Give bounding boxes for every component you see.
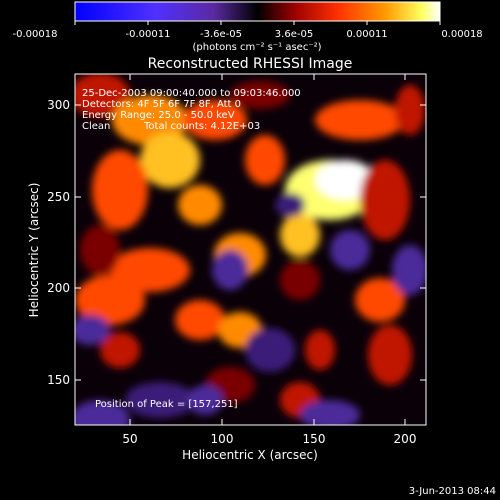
colorbar-units: (photons cm⁻² s⁻¹ asec⁻²): [192, 42, 321, 53]
info-overlay: 25-Dec-2003 09:00:40.000 to 09:03:46.000…: [82, 88, 301, 410]
timestamp: 3-Jun-2013 08:44: [409, 486, 496, 497]
flux-blob: [187, 385, 223, 415]
detectors: Detectors: 4F 5F 6F 7F 8F, Att 0: [82, 99, 241, 110]
flux-blob: [140, 132, 200, 188]
flux-map: [75, 74, 426, 425]
time-range: 25-Dec-2003 09:00:40.000 to 09:03:46.000: [82, 88, 301, 99]
x-tick-label: 150: [303, 432, 326, 446]
flux-blob: [100, 332, 140, 368]
flux-blob: [178, 185, 222, 225]
x-tick-label: 200: [394, 432, 417, 446]
total-counts: Total counts: 4.12E+03: [143, 121, 260, 132]
flux-blob: [368, 325, 412, 385]
flux-blob: [300, 400, 360, 425]
flux-blob: [315, 160, 375, 200]
colorbar-tick-label: -3.6e-05: [200, 29, 242, 40]
x-axis-label: Heliocentric X (arcsec): [182, 448, 318, 462]
y-tick-label: 150: [47, 373, 70, 387]
flux-blob: [395, 85, 425, 135]
colorbar-ticks: [74, 21, 441, 25]
flux-blob: [175, 300, 225, 340]
colorbar-tick-label: 3.6e-05: [275, 29, 313, 40]
y-tick-label: 250: [47, 190, 70, 204]
colorbar-tick-label: -0.00011: [126, 29, 171, 40]
y-tick-label: 300: [47, 98, 70, 112]
flux-blob: [330, 230, 370, 270]
x-tick-label: 100: [211, 432, 234, 446]
flux-blob: [75, 275, 145, 325]
peak-position: Position of Peak = [157,251]: [95, 399, 238, 410]
flux-blob: [360, 160, 410, 240]
flux-blob: [80, 225, 120, 275]
flux-blob: [245, 135, 285, 185]
colorbar-gradient: [74, 1, 441, 22]
image-frame: [74, 73, 427, 426]
image-panel: [74, 73, 427, 426]
energy-range: Energy Range: 25.0 - 50.0 keV: [82, 110, 235, 121]
flux-blob: [315, 100, 405, 140]
flux-blob: [92, 150, 148, 230]
flux-blob: [245, 328, 295, 372]
flux-blob: [75, 74, 130, 117]
flux-blob: [230, 81, 290, 109]
flux-blob: [392, 245, 426, 295]
colorbar-tick-label: -0.00018: [13, 29, 58, 40]
flux-blob: [75, 315, 110, 345]
y-tick-label: 200: [47, 281, 70, 295]
colorbar-tick-label: 0.00018: [441, 29, 482, 40]
colorbar-tick-label: 0.00011: [346, 29, 387, 40]
flux-blob: [75, 400, 130, 425]
flux-blob: [355, 278, 405, 322]
flux-blob: [212, 250, 248, 290]
x-tick-label: 50: [122, 432, 137, 446]
flux-blob: [275, 193, 305, 217]
flux-blob: [183, 100, 247, 140]
flux-blob: [280, 213, 320, 257]
flux-blob: [125, 382, 195, 418]
y-axis-label: Heliocentric Y (arcsec): [27, 183, 41, 318]
flux-blob: [305, 330, 335, 370]
colorbar: -0.00018 -0.00011 -3.6e-05 3.6e-05 0.000…: [13, 1, 483, 53]
method: Clean: [82, 121, 110, 132]
axis-ticks: [75, 74, 426, 425]
plot-title: Reconstructed RHESSI Image: [148, 56, 353, 72]
flux-blob: [280, 260, 320, 300]
